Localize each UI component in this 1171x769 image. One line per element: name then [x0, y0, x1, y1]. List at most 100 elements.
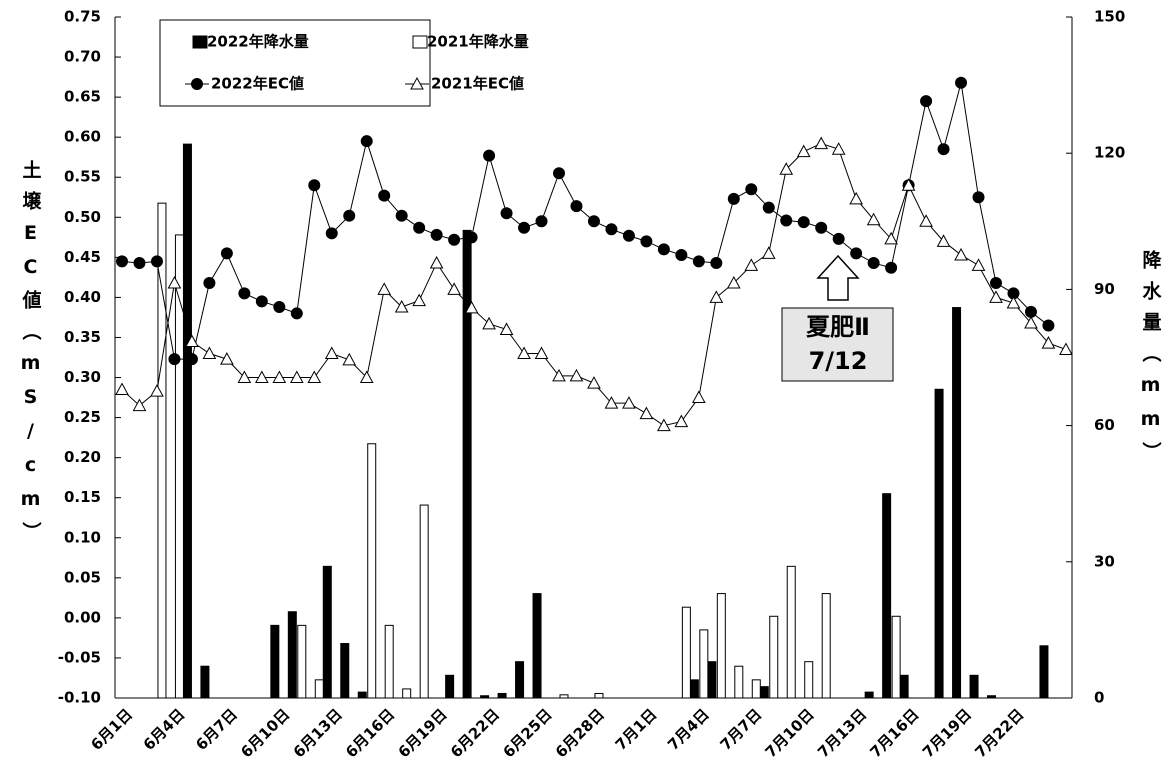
- legend-box: [159, 19, 431, 107]
- marker: [605, 223, 618, 236]
- marker: [115, 382, 129, 396]
- annotation-box: [781, 307, 894, 382]
- bar: [340, 643, 350, 699]
- y-tick-label: 0.70: [64, 48, 101, 66]
- marker: [429, 255, 444, 269]
- marker: [552, 368, 566, 382]
- x-tick-label: 7月1日: [612, 705, 661, 754]
- y-tick-label: 0.10: [64, 528, 101, 546]
- marker: [360, 135, 373, 148]
- marker: [324, 346, 339, 359]
- bar: [174, 234, 184, 699]
- marker: [796, 144, 811, 158]
- marker: [1024, 305, 1037, 318]
- marker: [954, 247, 968, 261]
- marker: [168, 353, 181, 366]
- legend-swatch: [192, 35, 208, 49]
- marker: [413, 221, 426, 234]
- bar: [804, 661, 814, 699]
- x-tick-label: 7月22日: [971, 705, 1027, 761]
- bar: [497, 692, 507, 699]
- bar: [681, 606, 691, 699]
- marker: [1006, 295, 1021, 309]
- x-tick-label: 7月7日: [717, 705, 766, 754]
- marker: [238, 287, 251, 300]
- legend-swatch: [412, 35, 428, 49]
- marker: [867, 256, 880, 269]
- bar: [462, 229, 472, 699]
- x-tick-label: 7月19日: [919, 705, 975, 761]
- y2-tick-label: 30: [1094, 552, 1115, 570]
- y-tick-label: 0.05: [64, 568, 101, 586]
- bar: [419, 504, 429, 699]
- marker: [464, 300, 479, 314]
- bar: [821, 593, 831, 699]
- marker: [220, 352, 234, 365]
- bar: [200, 665, 210, 699]
- marker: [430, 228, 443, 241]
- bar: [1039, 645, 1049, 699]
- bar: [759, 686, 769, 699]
- marker: [482, 316, 496, 330]
- marker: [289, 370, 304, 384]
- x-tick-label: 7月13日: [814, 705, 870, 761]
- x-tick-label: 7月4日: [664, 705, 713, 754]
- y-tick-label: 0.75: [64, 8, 101, 26]
- marker: [116, 255, 128, 268]
- marker: [849, 191, 864, 205]
- legend-marker: [410, 76, 424, 90]
- marker: [832, 232, 845, 245]
- x-tick-label: 6月19日: [395, 705, 451, 761]
- marker: [569, 368, 584, 382]
- marker: [307, 370, 322, 384]
- x-tick-label: 6月28日: [552, 705, 608, 761]
- marker: [936, 234, 951, 247]
- marker: [1042, 319, 1055, 332]
- marker: [587, 215, 600, 228]
- marker: [884, 231, 898, 245]
- bar: [182, 143, 192, 699]
- marker: [150, 384, 164, 397]
- marker: [920, 95, 933, 108]
- marker: [185, 334, 199, 347]
- x-tick-label: 6月1日: [87, 705, 136, 754]
- bar: [445, 674, 455, 699]
- marker: [937, 143, 950, 156]
- marker: [691, 390, 706, 404]
- bar: [322, 565, 332, 699]
- marker: [500, 207, 513, 220]
- marker: [604, 396, 619, 409]
- y-tick-label: 0.25: [64, 408, 101, 426]
- y-tick-label: 0.30: [64, 368, 101, 386]
- x-tick-label: 7月10日: [762, 705, 818, 761]
- annotation-text: 7/12: [809, 347, 868, 375]
- x-tick-label: 6月4日: [140, 705, 189, 754]
- marker: [919, 214, 933, 227]
- y-tick-label: -0.05: [58, 648, 101, 666]
- y-tick-label: 0.45: [64, 248, 101, 266]
- bar: [357, 691, 367, 699]
- marker: [220, 247, 233, 260]
- marker: [657, 243, 670, 256]
- legend-marker: [191, 78, 203, 90]
- marker: [255, 295, 268, 308]
- marker: [517, 346, 531, 359]
- marker: [465, 231, 478, 244]
- y-tick-label: 0.20: [64, 448, 101, 466]
- marker: [499, 322, 514, 335]
- bar: [899, 674, 909, 699]
- bar: [384, 624, 394, 699]
- marker: [674, 414, 689, 428]
- marker: [132, 398, 147, 412]
- y-axis-label: 土壌EC値（mS/cm）: [20, 160, 43, 553]
- x-tick-label: 6月16日: [342, 705, 398, 761]
- y2-axis-label: 降水量（mm）: [1140, 249, 1162, 473]
- marker: [394, 299, 409, 313]
- marker: [815, 221, 828, 234]
- marker: [831, 142, 846, 155]
- marker: [518, 221, 531, 234]
- marker: [342, 352, 357, 366]
- bar: [480, 695, 490, 699]
- y-tick-label: 0.55: [64, 168, 101, 186]
- bar: [891, 615, 901, 699]
